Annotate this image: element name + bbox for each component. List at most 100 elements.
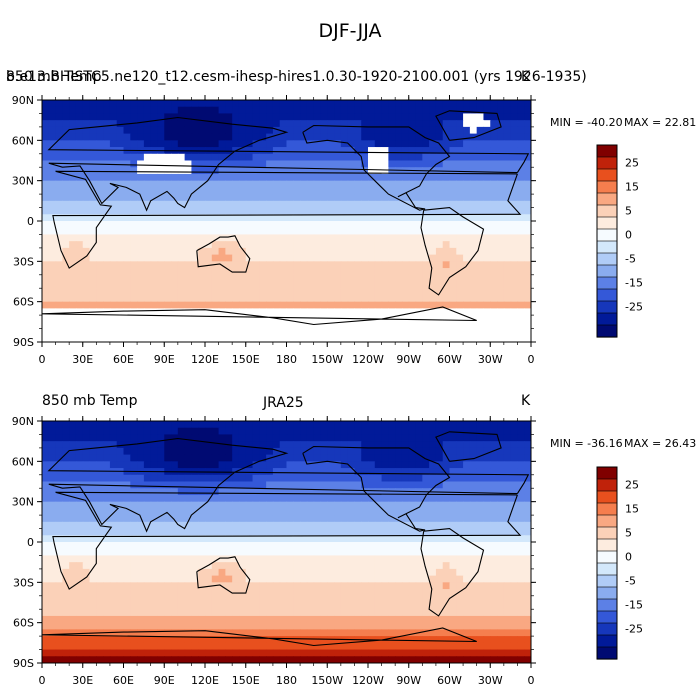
- field-cell: [503, 200, 512, 209]
- field-cell: [483, 321, 491, 330]
- field-cell: [75, 515, 84, 523]
- field-cell: [143, 542, 152, 550]
- field-cell: [103, 187, 111, 195]
- field-cell: [374, 221, 383, 229]
- field-cell: [395, 575, 403, 583]
- figure-title: DJF-JJA: [318, 20, 382, 42]
- field-cell: [96, 247, 104, 256]
- field-cell: [232, 622, 240, 630]
- field-cell: [130, 515, 138, 523]
- field-cell: [422, 562, 430, 570]
- field-cell: [198, 328, 206, 336]
- field-cell: [340, 221, 349, 229]
- field-cell: [463, 555, 471, 563]
- field-cell: [374, 254, 383, 262]
- field-cell: [361, 227, 369, 236]
- field-cell: [354, 274, 362, 283]
- field-cell: [137, 281, 145, 289]
- field-cell: [327, 568, 335, 577]
- field-cell: [218, 241, 226, 249]
- field-cell: [82, 335, 91, 342]
- field-cell: [55, 133, 63, 141]
- field-cell: [137, 589, 145, 597]
- field-cell: [205, 589, 213, 597]
- field-cell: [449, 328, 457, 336]
- field-cell: [463, 474, 471, 483]
- field-cell: [55, 542, 63, 550]
- field-cell: [340, 106, 349, 115]
- field-cell: [42, 100, 50, 108]
- field-cell: [293, 200, 301, 209]
- field-cell: [286, 454, 294, 462]
- field-cell: [483, 481, 491, 489]
- field-cell: [245, 160, 254, 168]
- field-cell: [334, 180, 342, 188]
- field-cell: [279, 268, 288, 276]
- field-cell: [279, 528, 288, 536]
- field-cell: [510, 100, 519, 108]
- field-cell: [483, 521, 491, 530]
- field-cell: [476, 474, 485, 483]
- field-cell: [340, 454, 349, 462]
- field-cell: [469, 234, 478, 242]
- field-cell: [429, 274, 437, 283]
- field-cell: [48, 589, 57, 597]
- field-cell: [48, 434, 57, 442]
- field-cell: [143, 288, 152, 296]
- field-cell: [150, 548, 159, 557]
- field-cell: [272, 274, 281, 283]
- field-cell: [164, 173, 172, 182]
- field-cell: [347, 281, 356, 289]
- field-cell: [395, 555, 403, 563]
- field-cell: [116, 126, 125, 135]
- field-cell: [334, 254, 342, 262]
- field-cell: [130, 568, 138, 577]
- field-cell: [232, 501, 240, 509]
- field-cell: [395, 153, 403, 162]
- field-cell: [177, 180, 186, 188]
- field-cell: [62, 508, 70, 516]
- field-cell: [503, 481, 512, 489]
- field-cell: [177, 227, 186, 236]
- field-cell: [517, 427, 525, 436]
- field-cell: [55, 535, 63, 543]
- field-cell: [259, 501, 267, 509]
- field-cell: [62, 575, 70, 583]
- field-cell: [259, 241, 267, 249]
- field-cell: [401, 126, 410, 135]
- field-cell: [164, 548, 172, 557]
- field-cell: [211, 234, 220, 242]
- field-cell: [55, 582, 63, 590]
- field-cell: [510, 488, 519, 496]
- field-cell: [272, 321, 281, 330]
- field-cell: [272, 589, 281, 597]
- field-cell: [171, 595, 179, 604]
- field-cell: [435, 234, 444, 242]
- field-cell: [306, 548, 315, 557]
- field-cell: [408, 301, 417, 309]
- field-cell: [96, 454, 104, 462]
- field-cell: [463, 194, 471, 202]
- field-cell: [320, 167, 328, 175]
- field-cell: [69, 615, 77, 624]
- field-cell: [306, 454, 315, 462]
- field-cell: [524, 308, 531, 316]
- field-cell: [334, 268, 342, 276]
- field-cell: [205, 521, 213, 530]
- field-cell: [408, 214, 417, 222]
- field-cell: [245, 615, 254, 624]
- field-cell: [245, 113, 254, 121]
- field-cell: [48, 441, 57, 449]
- field-cell: [463, 241, 471, 249]
- field-cell: [320, 207, 328, 215]
- field-cell: [524, 494, 531, 503]
- field-cell: [517, 421, 525, 429]
- field-cell: [218, 595, 226, 604]
- field-cell: [463, 153, 471, 162]
- field-cell: [306, 254, 315, 262]
- field-cell: [442, 315, 451, 323]
- field-cell: [232, 575, 240, 583]
- field-cell: [266, 153, 274, 162]
- field-cell: [490, 221, 498, 229]
- field-cell: [211, 555, 220, 563]
